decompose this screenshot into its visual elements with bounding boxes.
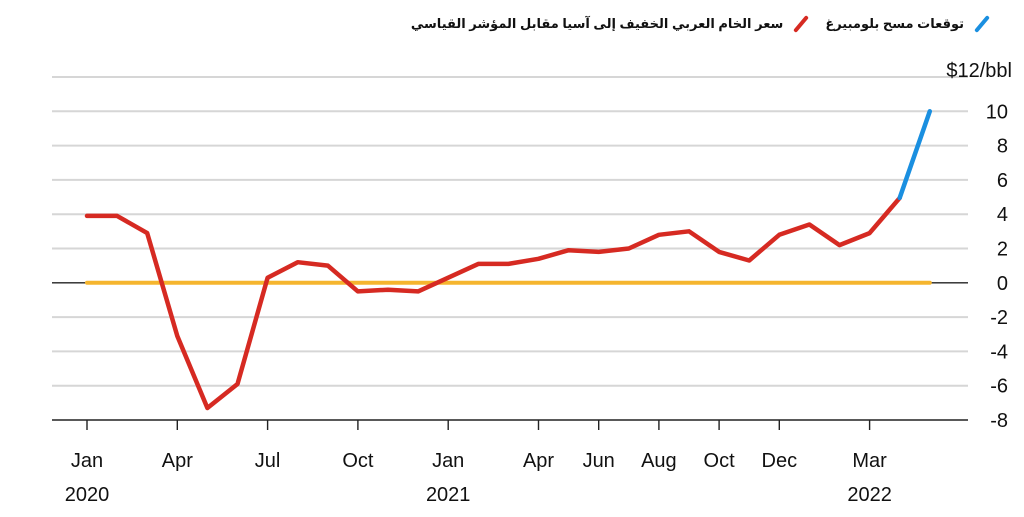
legend: سعر الخام العربي الخفيف إلى آسيا مقابل ا… bbox=[410, 15, 992, 33]
series-line-forecast bbox=[897, 109, 933, 201]
x-tick-label: Jul bbox=[255, 450, 281, 472]
x-tick-label: Jan bbox=[71, 450, 103, 472]
y-tick-label: -8 bbox=[990, 410, 1008, 432]
x-tick-year-label: 2022 bbox=[847, 484, 892, 506]
legend-label-actual: سعر الخام العربي الخفيف إلى آسيا مقابل ا… bbox=[410, 16, 784, 31]
y-tick-label: 10 bbox=[986, 101, 1008, 123]
y-axis-unit-label: $12/bbl bbox=[946, 60, 1012, 82]
legend-item-actual: سعر الخام العربي الخفيف إلى آسيا مقابل ا… bbox=[410, 15, 811, 33]
x-tick-label: Oct bbox=[704, 450, 736, 472]
series-line-actual bbox=[84, 195, 902, 411]
x-tick-year-label: 2021 bbox=[426, 484, 471, 506]
x-tick-year-label: 2020 bbox=[65, 484, 110, 506]
x-tick-label: Oct bbox=[342, 450, 374, 472]
y-axis-labels: $12/bbl 10 8 6 4 2 0 -2 -4 -6 -8 bbox=[946, 60, 1012, 432]
x-tick-label: Mar bbox=[852, 450, 887, 472]
legend-item-forecast: توقعات مسح بلومبيرغ bbox=[825, 15, 992, 33]
y-tick-label: 8 bbox=[997, 136, 1008, 158]
series-lines bbox=[84, 109, 933, 411]
x-tick-label: Apr bbox=[162, 450, 193, 472]
x-tick-label: Aug bbox=[641, 450, 677, 472]
y-tick-label: -2 bbox=[990, 307, 1008, 329]
y-tick-label: -6 bbox=[990, 376, 1008, 398]
x-tick-label: Apr bbox=[523, 450, 554, 472]
y-tick-label: 4 bbox=[997, 204, 1008, 226]
y-tick-label: 0 bbox=[997, 273, 1008, 295]
x-tick-label: Jun bbox=[583, 450, 615, 472]
y-tick-label: 6 bbox=[997, 170, 1008, 192]
legend-label-forecast: توقعات مسح بلومبيرغ bbox=[825, 16, 964, 31]
x-axis-labels: Jan 2020 Apr Jul Oct Jan 2021 Apr Jun Aug Oct Dec Ma… bbox=[65, 420, 892, 506]
y-tick-label: -4 bbox=[990, 341, 1008, 363]
y-tick-label: 2 bbox=[997, 239, 1008, 261]
x-tick-label: Jan bbox=[432, 450, 464, 472]
x-tick-label: Dec bbox=[762, 450, 798, 472]
